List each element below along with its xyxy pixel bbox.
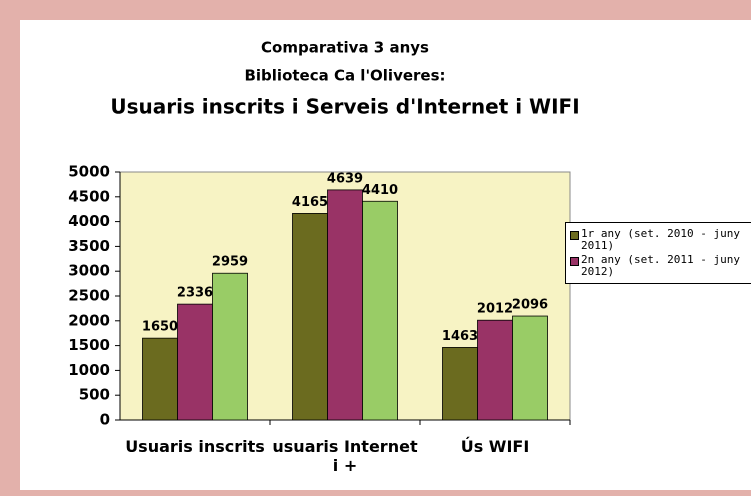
data-label: 4410 (362, 183, 398, 198)
y-tick-label: 3000 (68, 262, 110, 280)
x-tick-label: usuaris Internet i + (272, 437, 418, 475)
legend-swatch (570, 257, 579, 266)
y-tick-label: 2000 (68, 311, 110, 329)
legend-label: 1r any (set. 2010 - juny 2011) (581, 227, 740, 252)
y-tick-label: 3500 (68, 237, 110, 255)
y-tick-label: 5000 (68, 163, 110, 181)
y-tick-label: 1500 (68, 336, 110, 354)
bar (212, 272, 248, 421)
legend-swatch (570, 231, 579, 240)
legend-item: 2n any (set. 2011 - juny 2012) (570, 254, 751, 278)
y-tick-label: 0 (100, 411, 110, 429)
bar (327, 189, 363, 421)
bar (477, 319, 513, 421)
bar (442, 347, 478, 421)
legend-item: 1r any (set. 2010 - juny 2011) (570, 228, 751, 252)
y-tick-label: 500 (79, 386, 110, 404)
legend: 1r any (set. 2010 - juny 2011) 2n any (se… (565, 222, 751, 284)
data-label: 1463 (442, 329, 478, 344)
data-label: 4165 (292, 195, 328, 210)
bar (512, 315, 548, 421)
chart-subtitle: Biblioteca Ca l'Oliveres: (244, 67, 445, 85)
y-tick-label: 4000 (68, 212, 110, 230)
y-tick-label: 1000 (68, 361, 110, 379)
data-label: 4639 (327, 171, 363, 186)
y-tick-label: 4500 (68, 187, 110, 205)
data-label: 2012 (477, 302, 513, 317)
data-label: 2096 (512, 298, 548, 313)
data-label: 2336 (177, 286, 213, 301)
y-tick-label: 2500 (68, 287, 110, 305)
bar (292, 213, 328, 421)
chart-title: Comparativa 3 anys (261, 39, 429, 57)
bar (142, 337, 178, 421)
chart-heading: Usuaris inscrits i Serveis d'Internet i … (110, 95, 579, 119)
bar (362, 200, 398, 421)
x-tick-label: Ús WIFI (460, 437, 530, 456)
data-label: 2959 (212, 255, 248, 270)
x-tick-label: Usuaris inscrits (125, 437, 265, 456)
bar (177, 303, 213, 421)
legend-label: 2n any (set. 2011 - juny 2012) (581, 253, 740, 278)
data-label: 1650 (142, 320, 178, 335)
